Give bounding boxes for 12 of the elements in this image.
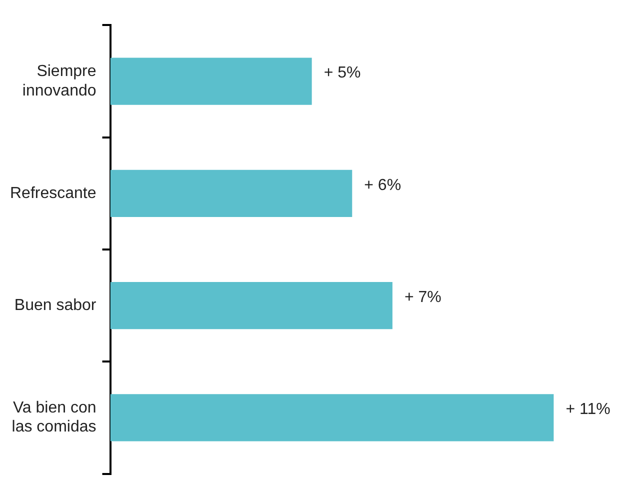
bar bbox=[110, 394, 554, 442]
bar bbox=[110, 58, 312, 105]
y-tick-label: Va bien con las comidas bbox=[12, 400, 96, 436]
data-label: + 5% bbox=[324, 64, 361, 82]
bar bbox=[110, 282, 392, 330]
y-tick-label: Siempre innovando bbox=[22, 63, 96, 100]
y-tick-label: Buen sabor bbox=[14, 296, 97, 314]
y-tick-label: Refrescante bbox=[10, 184, 96, 202]
bar bbox=[110, 170, 352, 217]
data-label: + 6% bbox=[364, 176, 402, 194]
data-label: + 7% bbox=[404, 288, 442, 306]
data-label: + 11% bbox=[566, 401, 610, 418]
